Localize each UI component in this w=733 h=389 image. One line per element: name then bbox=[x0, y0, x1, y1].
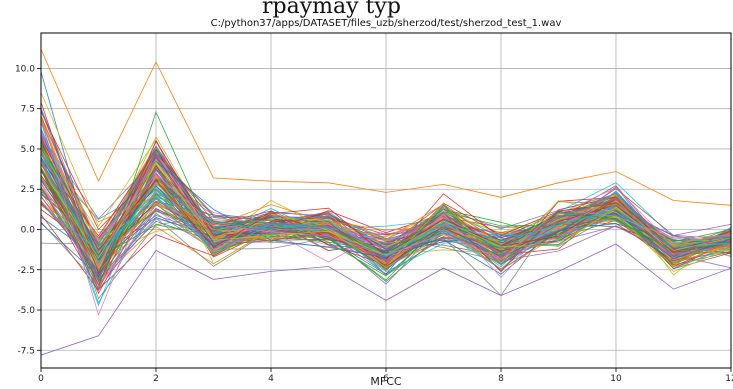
series-line bbox=[41, 153, 731, 286]
series-line bbox=[41, 159, 731, 283]
series-line bbox=[41, 196, 731, 257]
x-axis-label: MFCC bbox=[370, 375, 401, 388]
series-line bbox=[41, 149, 731, 273]
cropped-header-text: rpaymay typ bbox=[262, 0, 401, 19]
series-line bbox=[41, 101, 731, 275]
series-line bbox=[41, 156, 731, 256]
x-axis-ticks: 0 2 4 6 8 10 12 bbox=[38, 368, 733, 384]
y-tick-label: -2.5 bbox=[17, 266, 35, 276]
x-tick-label: 6 bbox=[383, 374, 389, 384]
series-line bbox=[41, 110, 731, 290]
y-tick-label: 10.0 bbox=[15, 64, 35, 74]
y-tick-label: -7.5 bbox=[17, 346, 35, 356]
x-tick-label: 4 bbox=[268, 374, 274, 384]
y-axis-ticks: 10.0 7.5 5.0 2.5 0.0 -2.5 -5.0 -7.5 bbox=[15, 64, 41, 356]
series-line bbox=[41, 48, 731, 206]
y-tick-label: 5.0 bbox=[21, 145, 36, 155]
series-line bbox=[41, 122, 731, 292]
chart-title: C:/python37/apps/DATASET/files_uzb/sherz… bbox=[211, 18, 562, 29]
series-line bbox=[41, 153, 731, 260]
x-tick-label: 2 bbox=[153, 374, 159, 384]
y-tick-label: -5.0 bbox=[17, 306, 35, 316]
series-line bbox=[41, 160, 731, 260]
x-tick-label: 10 bbox=[610, 374, 622, 384]
y-tick-label: 2.5 bbox=[21, 185, 35, 195]
y-tick-label: 0.0 bbox=[21, 225, 36, 235]
series-line bbox=[41, 243, 731, 356]
series-line bbox=[41, 119, 731, 317]
series-line bbox=[41, 147, 731, 246]
x-tick-label: 12 bbox=[725, 374, 733, 384]
y-tick-label: 7.5 bbox=[21, 105, 35, 115]
series-line bbox=[41, 151, 731, 259]
x-tick-label: 8 bbox=[498, 374, 504, 384]
series-lines bbox=[41, 48, 731, 356]
x-tick-label: 0 bbox=[38, 374, 44, 384]
